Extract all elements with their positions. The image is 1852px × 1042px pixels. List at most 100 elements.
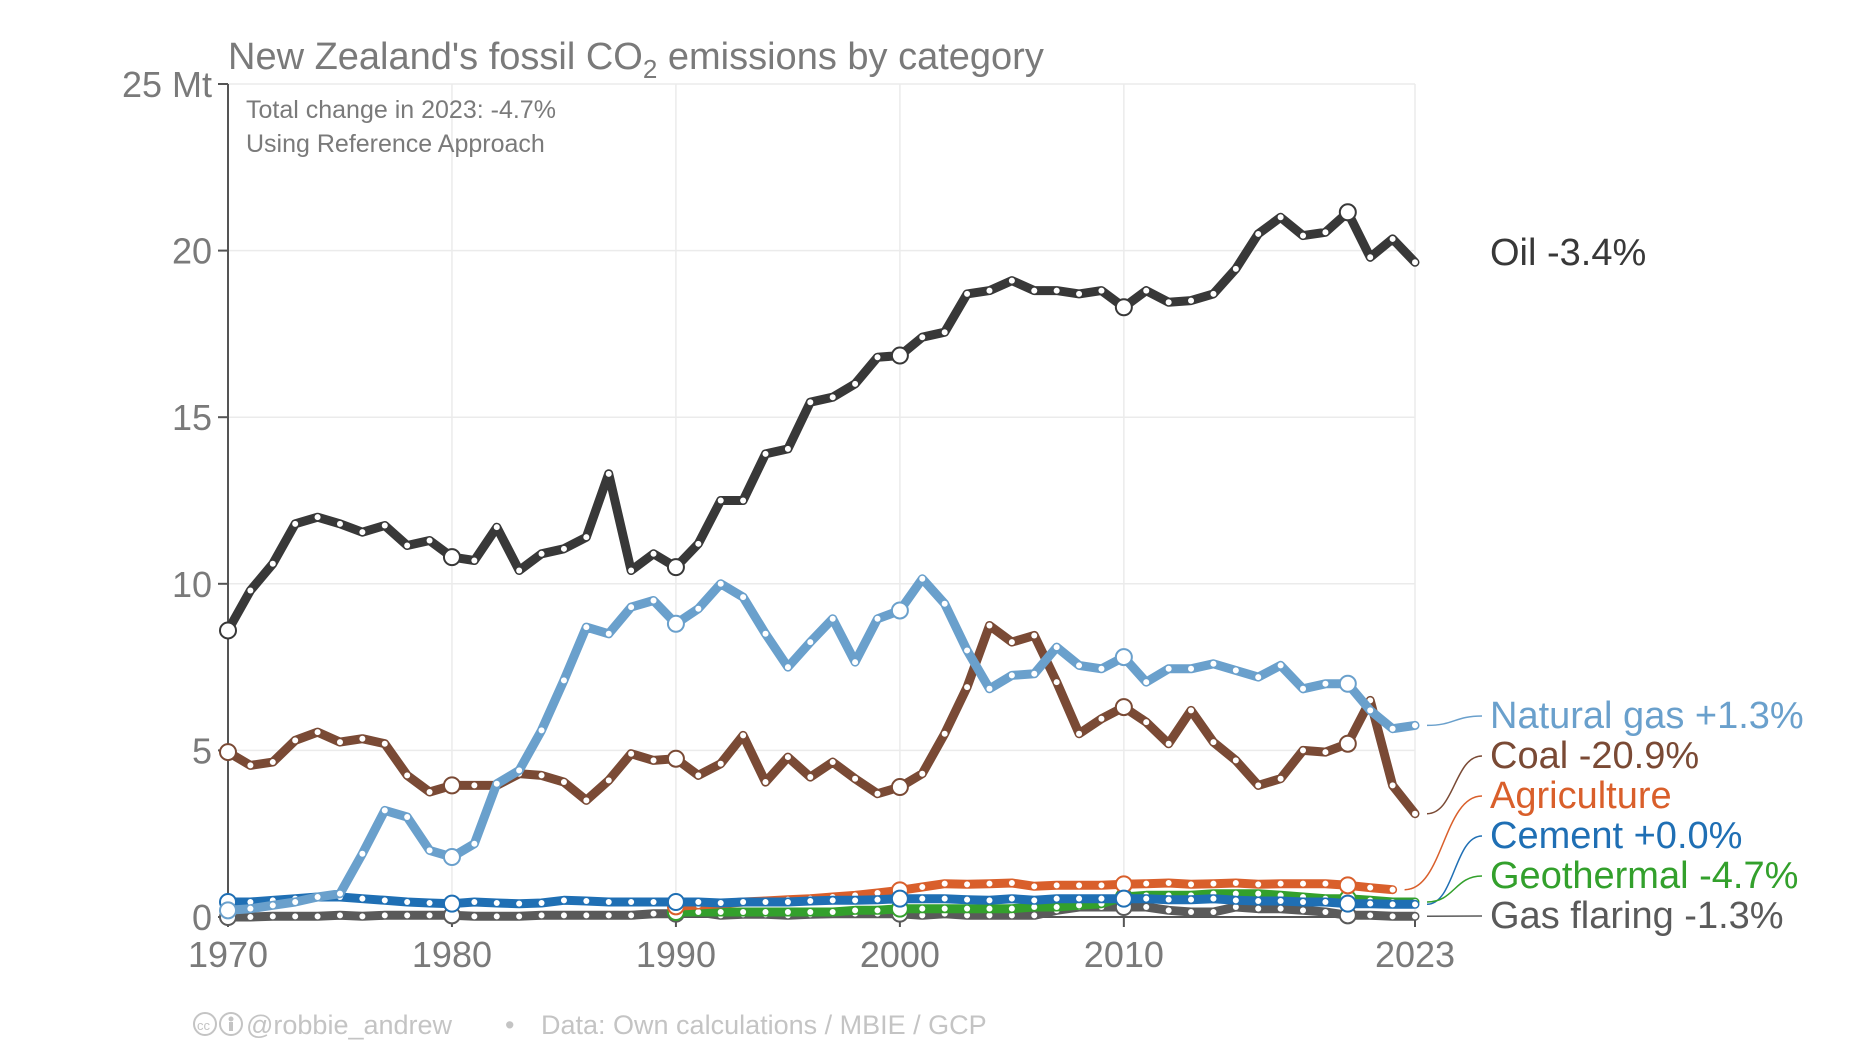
data-source: Data: Own calculations / MBIE / GCP: [541, 1010, 987, 1040]
point-natural-gas-1988: [628, 604, 635, 611]
point-agriculture-2001: [919, 884, 926, 891]
point-oil-2018: [1300, 232, 1307, 239]
point-natural-gas-1991: [695, 605, 702, 612]
point-oil-1992: [717, 497, 724, 504]
point-gas-flaring-2016: [1255, 905, 1262, 912]
point-agriculture-2021: [1367, 884, 1374, 891]
point-oil-1979: [426, 537, 433, 544]
point-agriculture-2006: [1031, 883, 1038, 890]
point-natural-gas-1985: [560, 677, 567, 684]
point-oil-2022: [1389, 235, 1396, 242]
point-coal-2000: [890, 778, 909, 797]
point-coal-1999: [874, 790, 881, 797]
point-gas-flaring-1988: [628, 912, 635, 919]
point-natural-gas-2015: [1232, 667, 1239, 674]
point-coal-2017: [1277, 775, 1284, 782]
point-coal-2018: [1300, 747, 1307, 754]
point-cement-2010: [1114, 889, 1133, 908]
point-coal-2015: [1232, 757, 1239, 764]
point-gas-flaring-2021: [1367, 912, 1374, 919]
point-geothermal-1999: [874, 907, 881, 914]
cc-license-icon-glyph: cc: [197, 1018, 211, 1033]
point-coal-1994: [762, 779, 769, 786]
point-oil-1984: [538, 550, 545, 557]
series-line-geothermal: [671, 889, 1420, 917]
series-label-gas-flaring: Gas flaring -1.3%: [1490, 895, 1784, 937]
point-gas-flaring-1984: [538, 912, 545, 919]
point-coal-1996: [807, 774, 814, 781]
point-oil-1983: [516, 567, 523, 574]
point-oil-1995: [784, 445, 791, 452]
point-oil-1998: [852, 380, 859, 387]
point-cement-1991: [695, 899, 702, 906]
point-gas-flaring-1972: [269, 913, 276, 920]
point-oil-2013: [1188, 297, 1195, 304]
point-agriculture-2008: [1076, 882, 1083, 889]
y-tick-label-10: 10: [172, 564, 212, 605]
point-agriculture-2018: [1300, 880, 1307, 887]
point-natural-gas-1982: [493, 780, 500, 787]
point-agriculture-2014: [1210, 880, 1217, 887]
point-natural-gas-2011: [1143, 679, 1150, 686]
point-cement-1994: [762, 899, 769, 906]
point-cement-1983: [516, 900, 523, 907]
point-oil-2020: [1338, 203, 1357, 222]
point-gas-flaring-1985: [560, 912, 567, 919]
point-natural-gas-1976: [359, 850, 366, 857]
point-gas-flaring-2012: [1165, 907, 1172, 914]
point-coal-2004: [986, 622, 993, 629]
chart-title-subscript: 2: [643, 54, 657, 84]
point-agriculture-1999: [874, 890, 881, 897]
x-tick-label-1970: 1970: [188, 934, 268, 975]
grid-layer: [227, 83, 1416, 918]
point-cement-1982: [493, 900, 500, 907]
point-oil-1978: [404, 542, 411, 549]
point-cement-1996: [807, 898, 814, 905]
x-tick-label-1990: 1990: [636, 934, 716, 975]
point-oil-1996: [807, 399, 814, 406]
point-coal-1975: [336, 739, 343, 746]
series-line-cement: [223, 892, 1420, 909]
point-oil-1993: [740, 497, 747, 504]
series-label-coal: Coal -20.9%: [1490, 735, 1699, 777]
point-agriculture-2020: [1338, 876, 1357, 895]
point-natural-gas-2001: [919, 575, 926, 582]
point-coal-1993: [740, 732, 747, 739]
point-natural-gas-1974: [314, 894, 321, 901]
point-natural-gas-1984: [538, 727, 545, 734]
point-coal-1970: [219, 743, 237, 762]
point-oil-1987: [605, 470, 612, 477]
series-label-cement: Cement +0.0%: [1490, 815, 1742, 857]
point-gas-flaring-1971: [247, 914, 254, 920]
point-geothermal-2005: [1008, 905, 1015, 912]
point-geothermal-2002: [941, 905, 948, 912]
point-coal-2008: [1076, 730, 1083, 737]
point-natural-gas-2003: [964, 647, 971, 654]
point-natural-gas-2004: [986, 685, 993, 692]
point-coal-1986: [583, 797, 590, 804]
point-natural-gas-2005: [1008, 672, 1015, 679]
series-coal: [219, 621, 1420, 819]
point-cement-1976: [359, 895, 366, 902]
point-gas-flaring-2003: [964, 912, 971, 919]
x-tick-label-1980: 1980: [412, 934, 492, 975]
point-gas-flaring-2015: [1232, 904, 1239, 911]
point-cement-1984: [538, 900, 545, 907]
y-tick-label-15: 15: [172, 397, 212, 438]
credit-line: cc @robbie_andrew • Data: Own calculatio…: [193, 1010, 987, 1040]
point-coal-1984: [538, 772, 545, 779]
point-natural-gas-1995: [784, 664, 791, 671]
y-tick-label-5: 5: [192, 730, 212, 771]
point-natural-gas-1999: [874, 615, 881, 622]
point-coal-1987: [605, 777, 612, 784]
point-oil-2004: [986, 287, 993, 294]
point-cement-2015: [1232, 897, 1239, 904]
point-cement-1987: [605, 899, 612, 906]
point-gas-flaring-1981: [471, 913, 478, 920]
point-natural-gas-2007: [1053, 644, 1060, 651]
point-natural-gas-2010: [1114, 648, 1133, 667]
point-cement-2008: [1076, 895, 1083, 902]
point-gas-flaring-1979: [426, 912, 433, 919]
point-natural-gas-2019: [1322, 680, 1329, 687]
